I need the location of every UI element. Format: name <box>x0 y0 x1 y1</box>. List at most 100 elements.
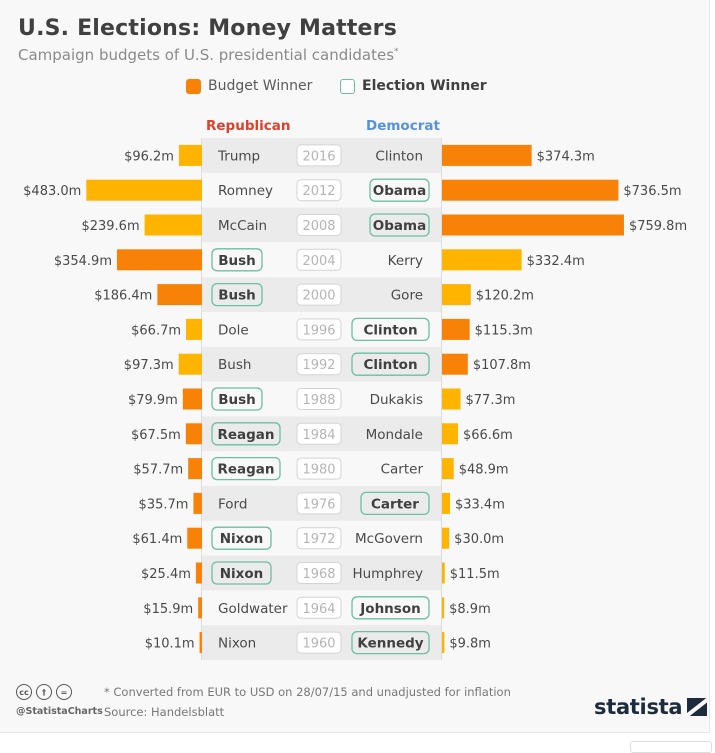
election-winner-outline <box>351 630 430 655</box>
election-winner-outline <box>211 282 263 307</box>
bar-democrat-1968 <box>442 562 445 584</box>
bar-democrat-1988 <box>442 388 461 410</box>
infographic-card: U.S. Elections: Money Matters Campaign b… <box>0 0 710 733</box>
value-label-democrat-2000: $120.2m <box>476 289 534 304</box>
twitter-handle[interactable]: @StatistaCharts <box>16 706 103 717</box>
year-badge <box>296 457 342 480</box>
year-label-2000: 2000 <box>302 289 335 304</box>
diverging-bar-chart: $96.2m $374.3m 2016 Trump Clinton $483.0m $736… <box>23 138 687 660</box>
year-label-1996: 1996 <box>302 323 335 338</box>
year-label-1992: 1992 <box>302 358 335 373</box>
value-label-democrat-1992: $107.8m <box>473 358 531 373</box>
year-badge <box>296 179 342 202</box>
year-label-1988: 1988 <box>302 393 335 408</box>
year-label-1980: 1980 <box>302 463 335 478</box>
election-winner-outline <box>351 317 430 342</box>
candidate-republican-2008: McCain <box>218 218 267 234</box>
candidate-republican-1964: Goldwater <box>218 601 288 617</box>
election-winner-outline <box>369 178 430 202</box>
election-winner-outline <box>351 352 430 376</box>
candidate-republican-1960: Nixon <box>218 636 256 652</box>
value-label-democrat-1988: $77.3m <box>466 393 516 408</box>
value-label-democrat-1972: $30.0m <box>454 532 504 547</box>
candidate-democrat-1976: Carter <box>371 496 419 512</box>
year-badge <box>296 562 342 584</box>
year-badge <box>296 422 342 445</box>
candidate-democrat-2008: Obama <box>373 218 426 234</box>
year-badge <box>296 527 342 550</box>
value-label-republican-1972: $61.4m <box>132 532 182 547</box>
value-label-republican-2016: $96.2m <box>124 149 174 164</box>
candidate-democrat-1960: Kennedy <box>357 636 423 652</box>
democrat-header: Democrat <box>366 118 440 134</box>
election-winner-outline <box>211 387 263 411</box>
candidate-republican-2000: Bush <box>218 288 256 304</box>
value-label-republican-1980: $57.7m <box>133 463 183 478</box>
candidate-republican-2012: Romney <box>218 183 273 199</box>
legend-label-budget-winner: Budget Winner <box>208 78 313 94</box>
bar-republican-1984 <box>185 423 202 445</box>
value-label-democrat-1996: $115.3m <box>475 323 533 338</box>
bar-republican-1996 <box>186 318 202 340</box>
bar-republican-1992 <box>178 353 202 375</box>
value-label-democrat-1980: $48.9m <box>459 463 509 478</box>
bar-republican-2012 <box>86 179 202 201</box>
bar-republican-2000 <box>157 284 202 306</box>
chart-svg: $96.2m $374.3m 2016 Trump Clinton $483.0m $736… <box>23 138 687 660</box>
candidate-democrat-1992: Clinton <box>363 357 417 373</box>
candidate-democrat-1964: Johnson <box>359 601 420 617</box>
value-label-democrat-2012: $736.5m <box>623 184 681 199</box>
value-label-democrat-2004: $332.4m <box>527 254 585 269</box>
chart-subtitle: Campaign budgets of U.S. presidential ca… <box>18 46 399 64</box>
candidate-democrat-1968: Humphrey <box>352 566 423 582</box>
candidate-republican-1968: Nixon <box>220 566 264 582</box>
value-label-republican-1964: $15.9m <box>143 602 193 617</box>
election-winner-outline <box>360 491 430 516</box>
election-winner-outline <box>211 561 272 585</box>
election-winner-outline <box>351 596 430 620</box>
bar-republican-2008 <box>144 214 202 236</box>
year-label-1960: 1960 <box>302 637 335 652</box>
value-label-republican-1992: $97.3m <box>124 358 174 373</box>
bar-democrat-2012 <box>442 179 619 201</box>
footnote: * Converted from EUR to USD on 28/07/15 … <box>104 685 511 699</box>
source-note: Source: Handelsblatt <box>104 705 225 719</box>
election-winner-swatch-icon <box>340 78 355 94</box>
bar-republican-1976 <box>193 492 202 514</box>
year-badge <box>296 631 342 654</box>
candidate-republican-1992: Bush <box>218 357 251 373</box>
value-label-democrat-2016: $374.3m <box>537 149 595 164</box>
by-icon: † <box>36 684 52 700</box>
year-badge <box>296 144 342 167</box>
year-label-1972: 1972 <box>302 532 335 547</box>
value-label-republican-2008: $239.6m <box>81 219 139 234</box>
election-winner-outline <box>211 526 272 550</box>
year-label-1984: 1984 <box>302 428 335 443</box>
year-label-1976: 1976 <box>302 497 335 512</box>
bar-republican-2016 <box>178 144 202 166</box>
bar-democrat-2016 <box>442 144 532 166</box>
candidate-democrat-1988: Dukakis <box>370 392 423 408</box>
year-label-2016: 2016 <box>302 149 335 164</box>
candidate-republican-1976: Ford <box>218 496 247 512</box>
scroll-stub <box>630 741 712 753</box>
legend-label-election-winner: Election Winner <box>362 78 487 94</box>
candidate-republican-2016: Trump <box>217 148 260 164</box>
statista-logo[interactable]: statista <box>594 695 708 719</box>
value-label-republican-1988: $79.9m <box>128 393 178 408</box>
year-badge <box>296 214 342 236</box>
value-label-democrat-1960: $9.8m <box>449 637 491 652</box>
candidate-democrat-1996: Clinton <box>363 322 417 338</box>
bar-democrat-1976 <box>442 492 450 514</box>
bar-democrat-1960 <box>442 632 445 654</box>
value-label-democrat-1984: $66.6m <box>463 428 513 443</box>
candidate-republican-1972: Nixon <box>220 531 264 547</box>
legend-item-budget-winner: Budget Winner <box>186 78 312 94</box>
bar-democrat-1984 <box>442 423 458 445</box>
bar-democrat-2008 <box>442 214 624 236</box>
budget-winner-swatch-icon <box>186 78 201 94</box>
election-winner-outline <box>211 248 263 272</box>
year-badge <box>296 248 342 271</box>
nd-icon: = <box>56 684 72 700</box>
bar-democrat-1972 <box>442 527 450 549</box>
